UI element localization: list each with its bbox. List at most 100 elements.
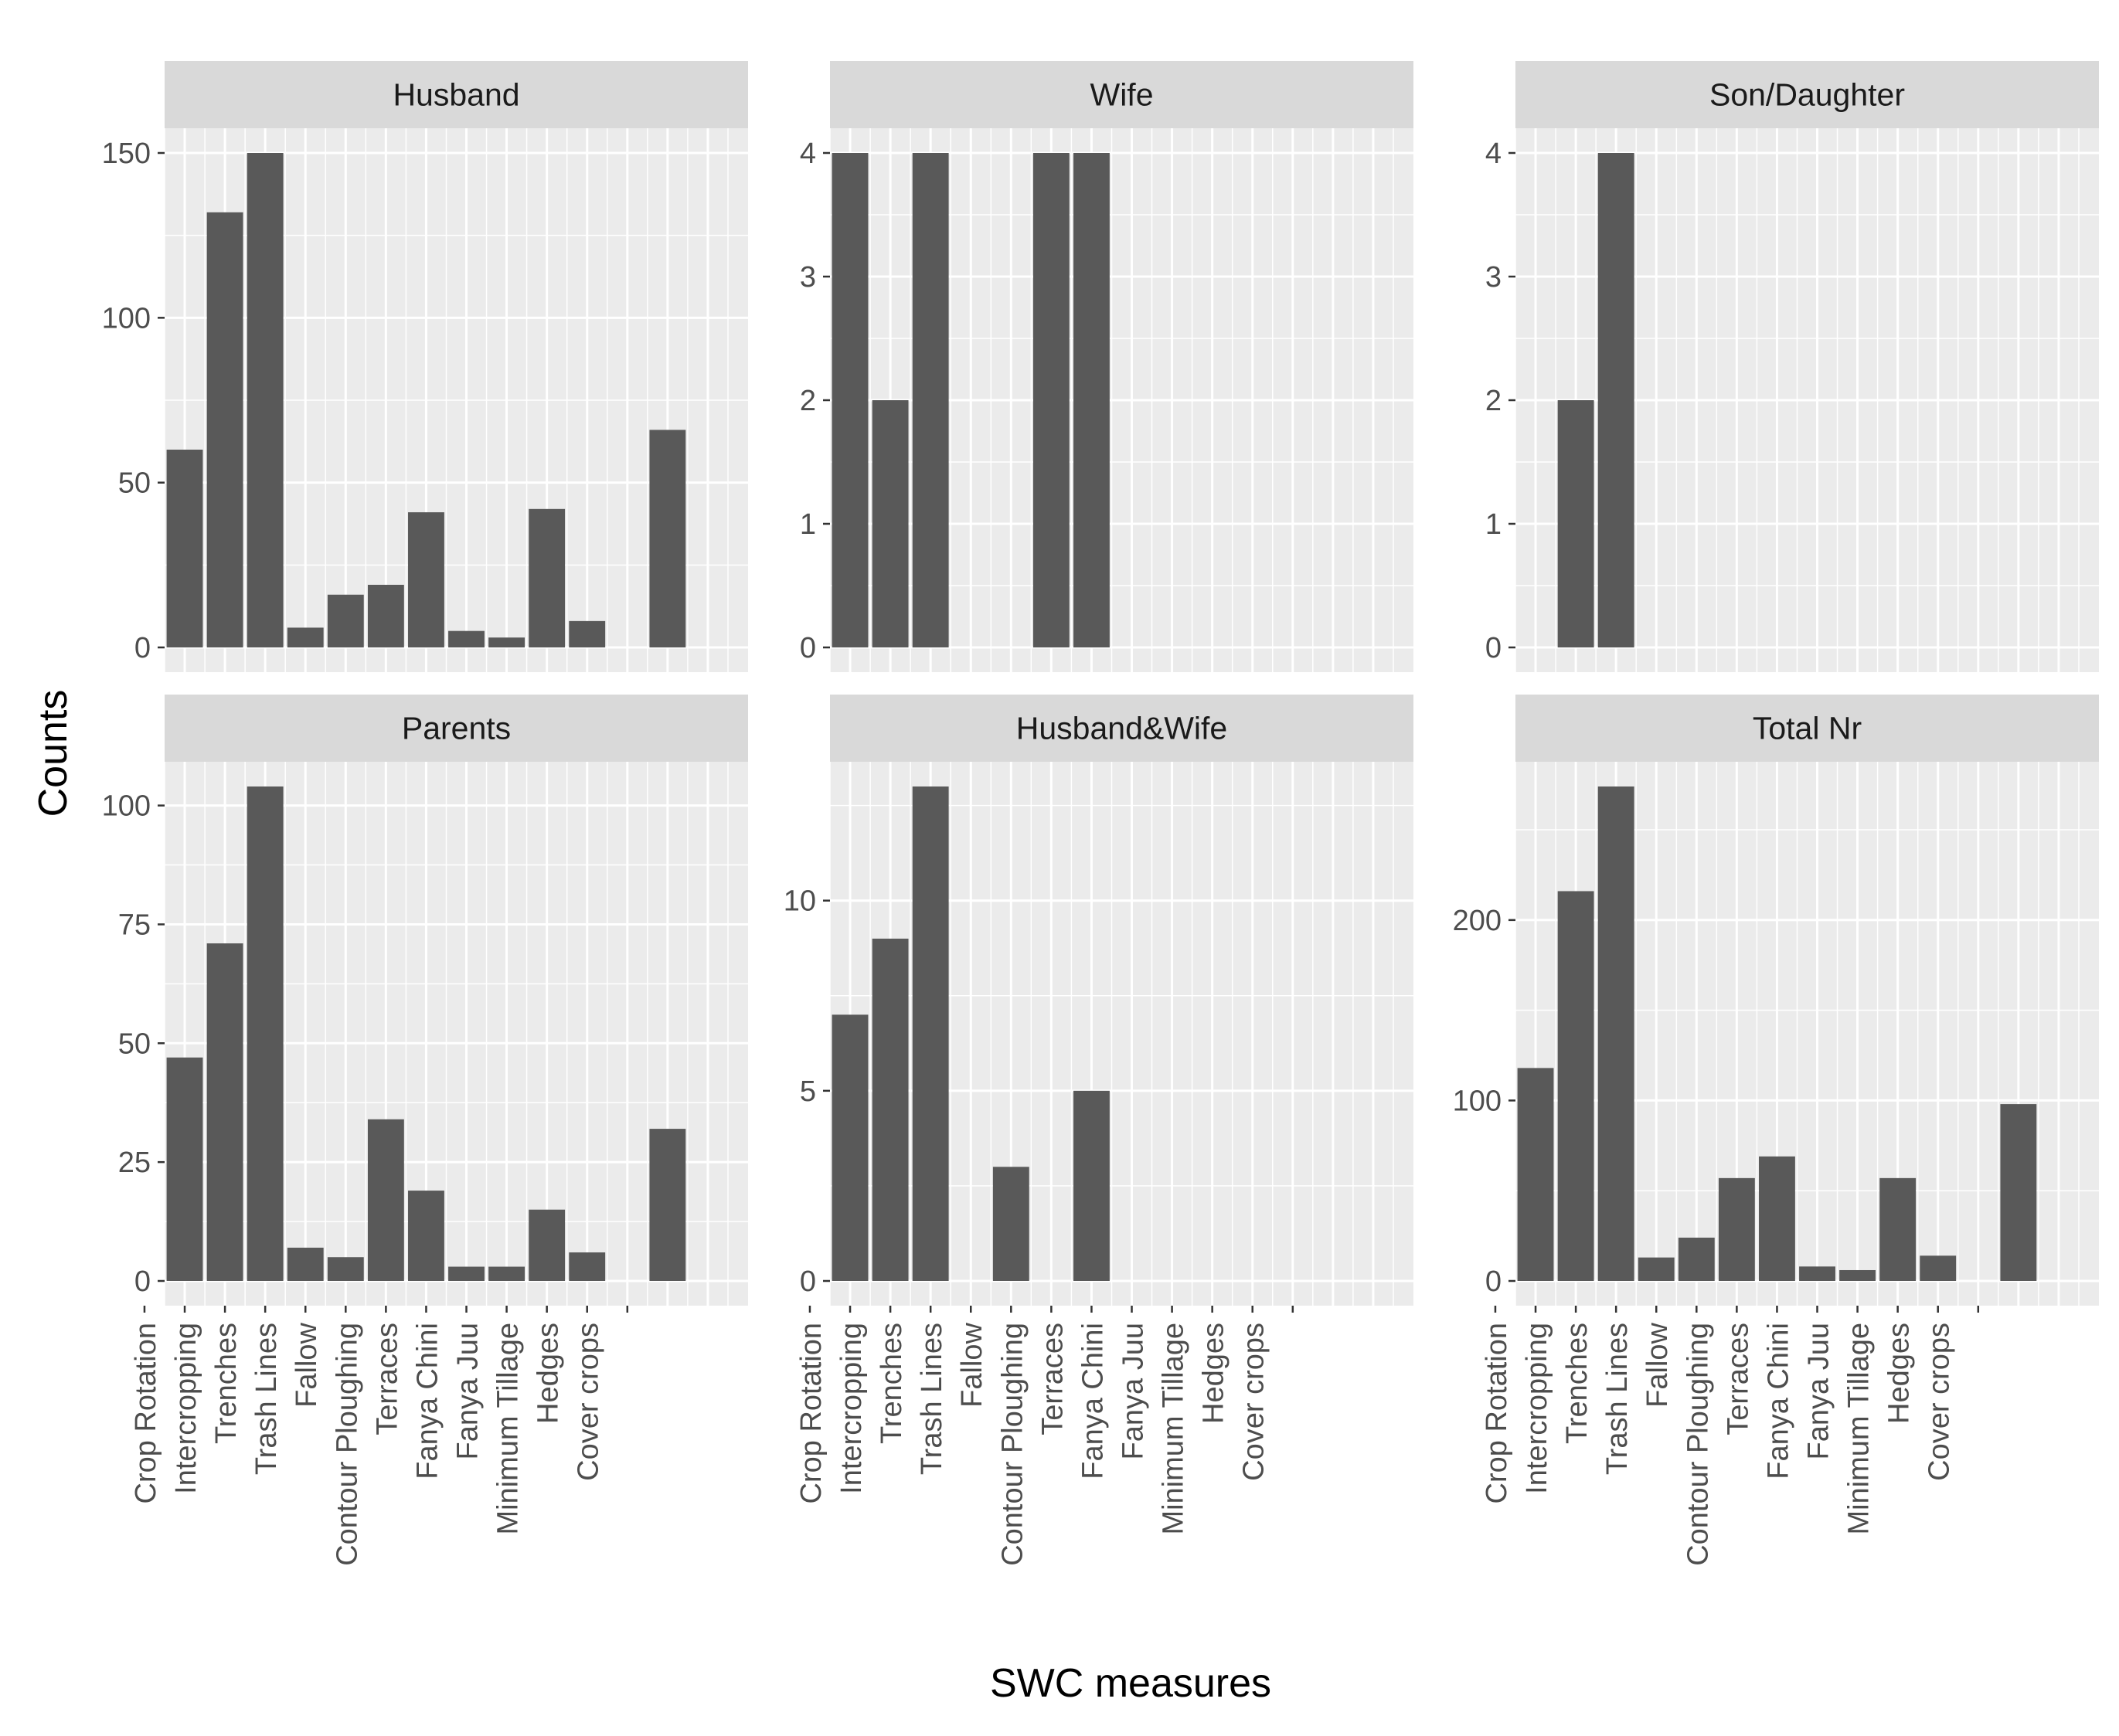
bar [649,1129,686,1281]
y-tick-label: 50 [118,1028,151,1060]
x-tick-label: Trash Lines [250,1323,283,1475]
x-tick-label: Cover crops [1238,1323,1270,1481]
facet-strip [830,695,1413,762]
bar [832,1014,869,1281]
bar [1678,1237,1715,1281]
y-tick-label: 3 [1485,261,1502,294]
x-tick-label: Intercropping [170,1323,202,1494]
bar [287,1247,324,1281]
x-tick-label: Trenches [1561,1323,1594,1444]
bar [832,153,869,647]
x-tick-label: Trenches [210,1323,243,1444]
y-tick-label: 4 [800,138,816,170]
facet-wife: Wife 0 1 2 3 4 [800,61,1413,672]
bar [367,1119,404,1281]
y-tick-label: 50 [118,467,151,500]
x-tick-label: Contour Ploughing [1682,1323,1714,1566]
y-axis-title: Counts [31,690,76,817]
bar [247,153,284,647]
x-tick-label: Fanya Juu [1803,1323,1835,1459]
bar [1759,1156,1795,1281]
bar [1073,153,1110,647]
facet-husband-wife: Husband&Wife 0 5 10 Crop Rotation Intercroppi… [784,695,1413,1566]
bar [287,627,324,647]
bar [1517,1068,1554,1281]
x-tick-label: Fanya Chini [1762,1323,1794,1480]
y-tick-label: 200 [1453,905,1502,937]
y-tick-label: 100 [1453,1085,1502,1117]
bar [1597,153,1634,647]
x-tick-label: Cover crops [1923,1323,1956,1481]
x-tick-label: Crop Rotation [130,1323,162,1503]
bar [448,1266,485,1281]
facet-parents: Parents 0 25 50 75 100 Crop Rotation Intercropp… [102,695,748,1566]
facet-total-nr: Total Nr 0 100 200 Crop Rotation Intercroppin… [1453,695,2099,1566]
bar [247,786,284,1281]
y-tick-label: 0 [800,632,816,664]
bar [872,938,909,1281]
bar [327,1257,364,1281]
y-tick-label: 0 [800,1265,816,1298]
x-tick-label: Fanya Chini [411,1323,444,1480]
bar [1879,1177,1917,1281]
bar [448,630,485,647]
facet-strip [165,61,748,128]
x-tick-label: Hedges [1883,1323,1916,1424]
x-tick-label: Fallow [1641,1322,1674,1407]
x-tick-label: Cover crops [573,1323,605,1481]
bar [872,400,909,647]
bar [1032,153,1070,647]
x-tick-label: Contour Ploughing [996,1323,1029,1566]
x-tick-label: Minimum Tillage [492,1323,525,1535]
x-tick-label: Intercropping [1521,1323,1553,1494]
facet-husband: Husband 0 50 100 150 [102,61,748,672]
y-tick-label: 5 [800,1075,816,1108]
y-tick-label: 0 [1485,632,1502,664]
y-tick-label: 1 [800,508,816,541]
bar [1597,786,1634,1281]
bar [1557,400,1594,647]
bar [1799,1266,1835,1281]
x-tick-label: Contour Ploughing [331,1323,363,1566]
bar [367,584,404,647]
facet-strip [165,695,748,762]
x-tick-label: Fallow [291,1322,323,1407]
bar [529,508,566,647]
y-tick-label: 100 [102,302,151,335]
x-tick-label: Trash Lines [916,1323,948,1475]
bar [1920,1255,1957,1281]
facet-son-daughter: Son/Daughter 0 1 2 3 4 [1485,61,2099,672]
facet-title: Parents [402,711,511,746]
x-tick-label: Hedges [1198,1323,1230,1424]
x-tick-label: Terraces [1036,1323,1069,1435]
bar [206,943,243,1281]
bar [408,512,444,647]
y-tick-label: 1 [1485,508,1502,541]
bar [2000,1104,2037,1281]
y-tick-label: 0 [134,1265,151,1298]
facet-panels: Husband050100150Wife01234Son/Daughter012… [102,61,2099,1566]
facet-title: Husband&Wife [1016,711,1227,746]
facet-title: Total Nr [1753,711,1862,746]
y-tick-label: 0 [134,632,151,664]
facet-title: Son/Daughter [1709,77,1905,113]
y-tick-label: 2 [1485,385,1502,417]
x-axis-title: SWC measures [990,1661,1271,1706]
bar [166,450,203,647]
facet-title: Husband [393,77,519,113]
bar [408,1191,444,1281]
facet-title: Wife [1090,77,1154,113]
x-tick-label: Terraces [371,1323,403,1435]
y-tick-label: 25 [118,1147,151,1179]
facet-strip [1515,695,2099,762]
bar [1718,1177,1755,1281]
x-tick-label: Fallow [956,1322,988,1407]
y-tick-label: 2 [800,385,816,417]
y-tick-label: 150 [102,138,151,170]
x-tick-label: Terraces [1722,1323,1754,1435]
bar [206,212,243,647]
bar [569,1252,606,1281]
y-tick-label: 4 [1485,138,1502,170]
x-tick-label: Minimum Tillage [1843,1323,1876,1535]
bar [569,620,606,647]
